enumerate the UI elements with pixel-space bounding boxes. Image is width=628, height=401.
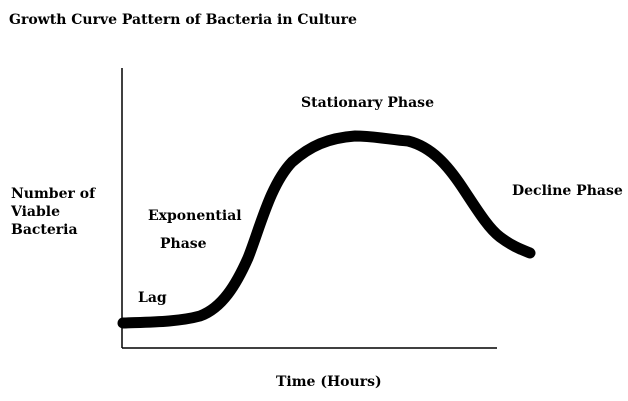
exponential-phase-label-line-2: Phase xyxy=(160,236,207,252)
diagram-title: Growth Curve Pattern of Bacteria in Cult… xyxy=(9,12,357,28)
decline-phase-label: Decline Phase xyxy=(512,183,623,199)
stationary-phase-label: Stationary Phase xyxy=(301,95,434,111)
x-axis-label: Time (Hours) xyxy=(276,374,382,390)
y-axis-label-line-1: Number of xyxy=(11,186,96,202)
y-axis-label: Number of Viable Bacteria xyxy=(11,185,95,239)
exponential-phase-label-line-1: Exponential xyxy=(148,208,242,224)
lag-phase-label: Lag xyxy=(138,290,167,306)
y-axis-label-line-3: Bacteria xyxy=(11,222,78,238)
growth-curve xyxy=(117,130,536,329)
y-axis-label-line-2: Viable xyxy=(11,204,61,220)
